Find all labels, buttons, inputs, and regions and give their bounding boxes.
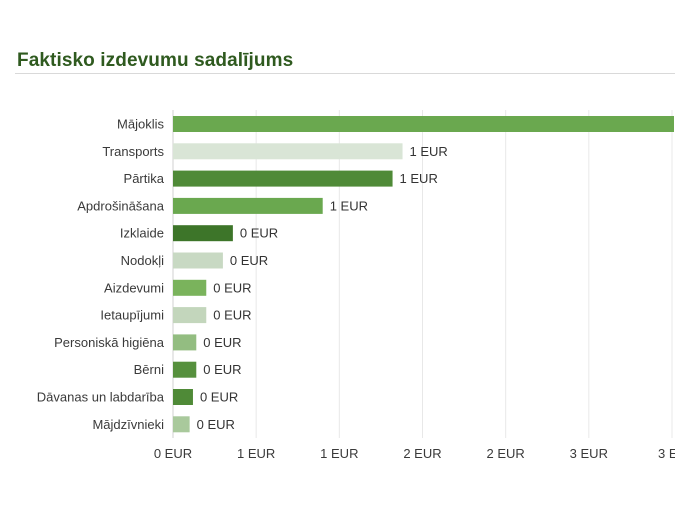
bar: [173, 116, 674, 132]
x-tick-label: 3 EUR: [570, 446, 608, 461]
data-label: 0 EUR: [213, 308, 251, 323]
data-label: 1 EUR: [400, 171, 438, 186]
gridlines: [255, 110, 673, 438]
category-label: Ietaupījumi: [100, 308, 164, 323]
title-divider: [15, 73, 675, 74]
category-label: Mājoklis: [117, 117, 164, 132]
bar: [173, 279, 207, 296]
category-label: Mājdzīvnieki: [92, 417, 164, 432]
bar: [173, 334, 197, 351]
category-label: Bērni: [134, 362, 164, 377]
category-label: Nodokļi: [121, 253, 164, 268]
category-label: Pārtika: [124, 171, 165, 186]
bar: [173, 225, 233, 242]
bar: [173, 389, 193, 405]
category-label: Dāvanas un labdarība: [37, 390, 165, 405]
data-label: 0 EUR: [203, 335, 241, 350]
data-label: 1 EUR: [330, 198, 368, 213]
bar: [173, 416, 190, 433]
data-label: 1 EUR: [410, 144, 448, 159]
bar: [173, 307, 207, 324]
x-tick-label: 1 EUR: [320, 446, 358, 461]
bar: [173, 361, 197, 378]
x-tick-label: 2 EUR: [403, 446, 441, 461]
data-label: 0 EUR: [200, 390, 238, 405]
data-label: 0 EUR: [240, 226, 278, 241]
x-tick-labels: 0 EUR 1 EUR 1 EUR 2 EUR 2 EUR 3 EUR 3 EUR: [154, 446, 675, 461]
x-tick-label: 2 EUR: [487, 446, 525, 461]
data-label: 0 EUR: [230, 253, 268, 268]
category-label: Izklaide: [120, 226, 164, 241]
bar: [173, 252, 223, 269]
x-tick-label: 1 EUR: [237, 446, 275, 461]
bar: [173, 197, 323, 214]
category-label: Apdrošināšana: [77, 198, 164, 213]
data-label: 0 EUR: [203, 362, 241, 377]
page-title: Faktisko izdevumu sadalījums: [17, 50, 294, 71]
category-label: Aizdevumi: [104, 280, 164, 295]
x-tick-label: 3 EUR: [658, 446, 675, 461]
data-label: 0 EUR: [213, 280, 251, 295]
bar: [173, 170, 393, 187]
bar: [173, 143, 403, 160]
category-label: Personiskā higiēna: [54, 335, 165, 350]
data-label: 0 EUR: [197, 417, 235, 432]
bars: Mājoklis Transports 1 EUR Pārtika 1 EUR Apdro…: [37, 116, 674, 433]
x-tick-label: 0 EUR: [154, 446, 192, 461]
category-label: Transports: [102, 144, 164, 159]
